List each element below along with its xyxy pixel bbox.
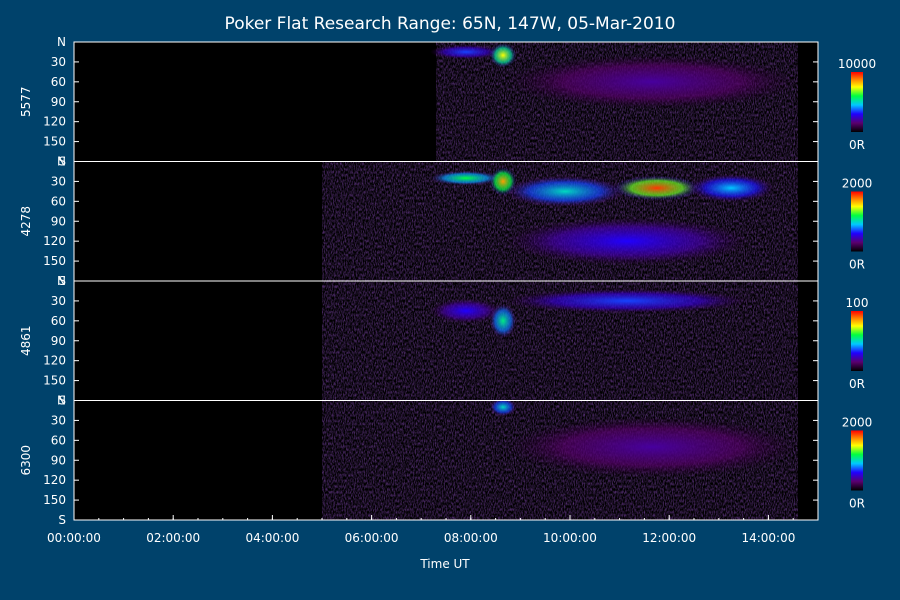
y-tick-label: 90 (51, 95, 66, 109)
panel-4861: N 30 60 90 120 150 S 4861 100 0R (19, 274, 868, 408)
panel-data (430, 42, 800, 162)
colorbar (851, 311, 863, 371)
colorbar-min-label: 0R (849, 377, 865, 391)
emission-region (504, 175, 626, 207)
colorbar (851, 430, 863, 491)
x-tick-label: 06:00:00 (345, 531, 399, 545)
y-tick-label: 120 (43, 115, 66, 129)
y-tick-label: N (57, 394, 66, 408)
colorbar-min-label: 0R (849, 497, 865, 511)
y-tick-label: 150 (43, 493, 66, 507)
y-tick-label: N (57, 35, 66, 49)
x-tick-label: 02:00:00 (146, 531, 200, 545)
panel-label: 5577 (19, 86, 33, 117)
y-tick-label: 30 (51, 294, 66, 308)
emission-region (504, 416, 800, 478)
emission-region (688, 174, 775, 203)
x-tick-label: 00:00:00 (47, 531, 101, 545)
y-tick-label: N (57, 155, 66, 169)
panel-6300: N 30 60 90 120 150 S 6300 2000 0R (19, 394, 872, 528)
x-tick-label: 12:00:00 (642, 531, 696, 545)
y-tick-label: 120 (43, 354, 66, 368)
x-tick-label: 10:00:00 (543, 531, 597, 545)
y-tick-label: 150 (43, 135, 66, 149)
y-tick-label: 90 (51, 334, 66, 348)
y-tick-label: 30 (51, 174, 66, 188)
y-tick-label: S (58, 155, 66, 169)
y-tick-label: 90 (51, 214, 66, 228)
x-axis-label: Time UT (419, 557, 470, 571)
y-tick-label: 150 (43, 374, 66, 388)
y-tick-label: 120 (43, 234, 66, 248)
y-tick-label: S (58, 513, 66, 527)
emission-region (430, 298, 502, 324)
panel-label: 6300 (19, 445, 33, 476)
y-tick-label: 60 (51, 194, 66, 208)
y-tick-label: 30 (51, 413, 66, 427)
panel-4278: N 30 60 90 120 150 S 4278 2000 0R (19, 155, 872, 289)
panel-data (322, 400, 800, 520)
panel-data (322, 281, 798, 401)
colorbar-max-label: 100 (846, 296, 869, 310)
y-tick-label: S (58, 394, 66, 408)
emission-region (489, 303, 517, 339)
colorbar-min-label: 0R (849, 258, 865, 272)
panel-label: 4861 (19, 325, 33, 356)
emission-region (430, 170, 502, 186)
colorbar (851, 72, 863, 132)
y-tick-label: 60 (51, 314, 66, 328)
colorbar-max-label: 2000 (842, 177, 873, 191)
emission-region (489, 42, 517, 68)
x-tick-label: 08:00:00 (444, 531, 498, 545)
x-tick-label: 04:00:00 (245, 531, 299, 545)
y-tick-label: S (58, 274, 66, 288)
panels: N 30 60 90 120 150 S 5577 10000 0R N 30 60 90 120 150 S 4… (19, 35, 876, 527)
emission-region (613, 175, 700, 201)
panel-5577: N 30 60 90 120 150 S 5577 10000 0R (19, 35, 876, 169)
colorbar-max-label: 10000 (838, 57, 876, 71)
emission-region (489, 400, 517, 417)
emission-region (504, 54, 800, 110)
panel-label: 4278 (19, 206, 33, 237)
y-tick-label: 60 (51, 75, 66, 89)
y-tick-label: 120 (43, 473, 66, 487)
y-tick-label: 60 (51, 433, 66, 447)
emission-region (430, 44, 502, 60)
y-tick-label: N (57, 274, 66, 288)
y-tick-label: 90 (51, 453, 66, 467)
y-tick-label: 30 (51, 55, 66, 69)
colorbar (851, 191, 863, 252)
colorbar-max-label: 2000 (842, 416, 873, 430)
x-axis: 00:00:00 02:00:00 04:00:00 06:00:00 08:00:00… (47, 515, 819, 545)
emission-region (504, 217, 750, 266)
panel-data (322, 161, 798, 281)
x-tick-label: 14:00:00 (741, 531, 795, 545)
chart-title: Poker Flat Research Range: 65N, 147W, 05… (225, 14, 676, 34)
colorbar-min-label: 0R (849, 138, 865, 152)
emission-region (504, 288, 750, 314)
y-tick-label: 150 (43, 254, 66, 268)
